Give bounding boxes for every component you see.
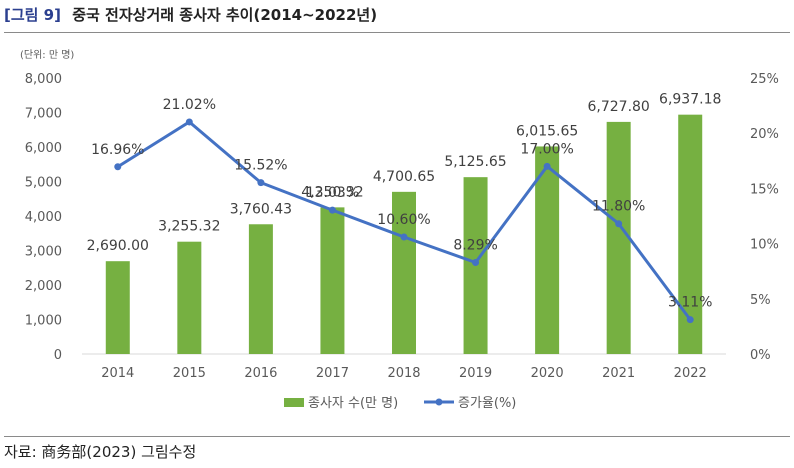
bar	[392, 191, 416, 354]
y-left-tick-label: 6,000	[25, 141, 62, 156]
y-right-tick-label: 5%	[750, 293, 771, 308]
y-left-tick-label: 0	[54, 348, 62, 363]
legend-line-marker	[435, 398, 443, 406]
line-value-label: 21.02%	[163, 97, 216, 113]
source-note: 자료: 商务部(2023) 그림수정	[4, 443, 197, 461]
top-rule	[4, 32, 790, 33]
y-right-tick-label: 25%	[750, 72, 779, 87]
bar-value-label: 3,255.32	[158, 219, 220, 235]
line-value-label: 16.96%	[91, 142, 144, 158]
line-value-label: 15.52%	[234, 158, 287, 174]
x-tick-label: 2022	[674, 366, 707, 381]
y-left-tick-label: 7,000	[25, 107, 62, 122]
combo-chart: (단위: 만 명) 0 1,000 2,000 3,000 4,000 5,000 6,000…	[20, 48, 779, 411]
bar-value-label: 4,700.65	[373, 169, 435, 185]
x-tick-label: 2014	[101, 366, 134, 381]
growth-point	[472, 258, 480, 266]
bar	[535, 146, 560, 354]
y-left-tick-label: 2,000	[25, 279, 62, 294]
x-tick-label: 2020	[531, 366, 564, 381]
figure-label: [그림 9]	[4, 6, 61, 24]
unit-note: (단위: 만 명)	[20, 48, 74, 61]
x-tick-label: 2015	[173, 366, 206, 381]
line-value-label: 17.00%	[520, 141, 573, 157]
x-tick-label: 2017	[316, 366, 349, 381]
legend-bar-label: 종사자 수(만 명)	[308, 396, 398, 411]
growth-point	[400, 233, 408, 241]
bottom-rule	[4, 436, 790, 437]
bar	[606, 121, 631, 354]
bar-value-label: 5,125.65	[444, 154, 506, 170]
growth-point	[615, 220, 623, 228]
chart-container: (단위: 만 명) 0 1,000 2,000 3,000 4,000 5,000 6,000…	[4, 38, 790, 432]
line-value-label: 10.60%	[377, 212, 430, 228]
bar-value-label: 2,690.00	[87, 238, 149, 254]
growth-point	[543, 162, 551, 170]
y-right-tick-label: 0%	[750, 348, 771, 363]
y-left-tick-label: 8,000	[25, 72, 62, 87]
bar	[248, 224, 273, 354]
x-tick-label: 2016	[244, 366, 277, 381]
bar-value-label: 6,727.80	[587, 99, 649, 115]
bar	[105, 261, 130, 354]
line-value-label: 13.03%	[306, 185, 359, 201]
bar-value-label: 3,760.43	[230, 201, 292, 217]
growth-point	[328, 206, 336, 214]
legend-line-label: 증가율(%)	[458, 396, 516, 411]
legend-bar-swatch	[284, 398, 304, 407]
y-right-tick-label: 20%	[750, 127, 779, 142]
y-right-tick-label: 10%	[750, 238, 779, 253]
y-left-tick-label: 1,000	[25, 314, 62, 329]
bar	[678, 114, 703, 354]
y-right-tick-label: 15%	[750, 182, 779, 197]
line-value-label: 8.29%	[453, 237, 497, 253]
figure-title: 중국 전자상거래 종사자 추이(2014~2022년)	[72, 6, 378, 24]
y-left-tick-label: 5,000	[25, 176, 62, 191]
bar-value-label: 6,015.65	[516, 123, 578, 139]
growth-point	[185, 118, 193, 126]
line-value-label: 11.80%	[592, 199, 645, 215]
x-tick-label: 2019	[459, 366, 492, 381]
x-tick-label: 2018	[387, 366, 420, 381]
y-left-tick-label: 4,000	[25, 210, 62, 225]
y-left-tick-label: 3,000	[25, 245, 62, 260]
figure-header: [그림 9] 중국 전자상거래 종사자 추이(2014~2022년)	[4, 4, 377, 28]
bar-value-label: 6,937.18	[659, 92, 721, 108]
growth-point	[257, 179, 265, 187]
bar	[177, 241, 202, 354]
x-tick-label: 2021	[602, 366, 635, 381]
bar	[320, 207, 345, 354]
growth-point	[114, 163, 122, 171]
line-value-label: 3.11%	[668, 295, 712, 311]
growth-point	[686, 316, 694, 324]
bar-value-label: 4,250.32	[301, 184, 363, 200]
